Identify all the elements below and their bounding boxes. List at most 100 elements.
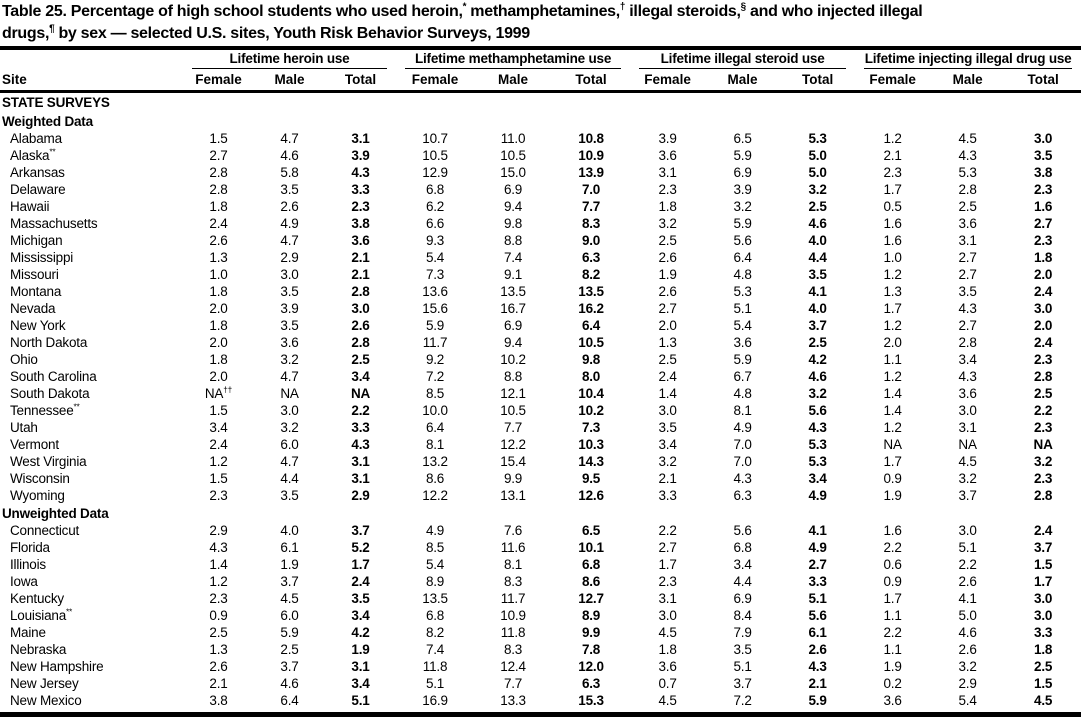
female-value: 1.2 [883,419,902,435]
female-value: 3.0 [658,402,677,418]
male-value: 3.6 [958,385,977,401]
male-value: 5.0 [958,608,977,624]
table-row: Arkansas 2.8 5.8 4.3 12.9 15.0 13.9 3.1 6.9 5.0 2.… [0,164,1081,181]
female-value: 1.4 [883,385,902,401]
female-value: 1.0 [883,249,902,265]
female-value: 3.6 [883,693,902,709]
male-value: 5.6 [733,523,752,539]
table-row: Nebraska 1.3 2.5 1.9 7.4 8.3 7.8 1.8 3.5 2.6 1.1 2.… [0,642,1081,659]
table-row: Iowa 1.2 3.7 2.4 8.9 8.3 8.6 2.3 4.4 3.3 0.9 2.6 1.7 [0,574,1081,591]
female-value: 2.3 [209,591,228,607]
male-value: 4.9 [733,419,752,435]
table-row: New Mexico 3.8 6.4 5.1 16.9 13.3 15.3 4.5 7.2 5.9… [0,693,1081,710]
site-name: Vermont [10,436,59,452]
total-value: 10.9 [578,147,604,163]
male-column-header: Male [705,69,781,93]
female-value: 10.5 [422,147,448,163]
site-name: Massachusetts [10,215,98,231]
site-name: Missouri [10,266,59,282]
group-header-steroid: Lifetime illegal steroid use [630,51,855,69]
male-value: 2.5 [958,198,977,214]
table-row: New York 1.8 3.5 2.6 5.9 6.9 6.4 2.0 5.4 3.7 1.2 2.… [0,317,1081,334]
total-value: 2.5 [351,351,370,367]
male-value: 12.4 [500,659,526,675]
section-header-row: Unweighted Data [0,504,1081,523]
female-value: 1.7 [883,453,902,469]
total-value: 2.1 [351,249,370,265]
total-value: 2.1 [351,266,370,282]
female-value: 0.9 [883,470,902,486]
male-value: 6.9 [503,317,523,333]
male-value: 3.5 [280,181,299,197]
female-value: 1.7 [658,557,677,573]
male-value: 5.9 [733,351,752,367]
total-value: 1.6 [1034,198,1053,214]
site-name: New Hampshire [10,659,104,675]
total-value: 2.8 [1034,368,1053,384]
male-value: 3.2 [958,470,977,486]
female-value: 2.5 [658,351,677,367]
female-value: 2.1 [658,470,677,486]
site-name: Mississippi [10,249,74,265]
total-value: 1.8 [1034,642,1053,658]
male-value: 3.7 [958,487,977,503]
total-value: 4.0 [808,232,827,248]
female-value: 1.8 [658,642,677,658]
male-value: 5.9 [733,147,752,163]
table-row: South Carolina 2.0 4.7 3.4 7.2 8.8 8.0 2.4 6.7 4.… [0,368,1081,385]
total-value: 10.3 [578,436,604,452]
total-value: 2.3 [1034,351,1053,367]
table-row: Nevada 2.0 3.9 3.0 15.6 16.7 16.2 2.7 5.1 4.0 1.7 4… [0,300,1081,317]
male-value: 3.0 [958,402,977,418]
group-header-heroin: Lifetime heroin use [183,51,396,69]
group-header-methamphetamine-label: Lifetime methamphetamine use [405,51,622,69]
female-value: 3.1 [658,591,677,607]
total-value: 5.0 [808,147,827,163]
male-value: 7.7 [503,419,523,435]
male-value: 4.0 [280,523,299,539]
male-value: 4.7 [280,232,299,248]
total-value: 12.6 [578,487,604,503]
table-row: New Jersey 2.1 4.6 3.4 5.1 7.7 6.3 0.7 3.7 2.1 0.2… [0,676,1081,693]
total-value: 5.3 [808,436,827,452]
male-value: 4.3 [733,470,752,486]
male-value: NA [280,385,299,401]
total-value: 4.6 [808,368,827,384]
table-row: Louisiana** 0.9 6.0 3.4 6.8 10.9 8.9 3.0 8.4 5.6 1… [0,608,1081,625]
female-value: 6.8 [425,608,445,624]
table-row: South Dakota NA†† NA NA 8.5 12.1 10.4 1.4 4.8 3.2… [0,385,1081,402]
total-value: 8.6 [581,574,601,590]
table-row: Florida 4.3 6.1 5.2 8.5 11.6 10.1 2.7 6.8 4.9 2.2 5… [0,540,1081,557]
female-value: 0.9 [209,608,228,624]
male-value: 8.1 [503,557,523,573]
male-value: 7.4 [503,249,523,265]
table-row: Utah 3.4 3.2 3.3 6.4 7.7 7.3 3.5 4.9 4.3 1.2 3.1 2.3 [0,419,1081,436]
total-value: 7.3 [581,419,601,435]
total-column-header: Total [780,69,856,93]
total-value: 9.5 [581,470,601,486]
male-value: 9.9 [503,470,523,486]
male-value: 4.7 [280,368,299,384]
female-value: 1.8 [658,198,677,214]
female-value: 6.6 [425,215,445,231]
female-value: 1.6 [883,523,902,539]
female-value: 1.7 [883,591,902,607]
total-value: 10.1 [578,540,604,556]
table-header: Site Lifetime heroin use Lifetime metham… [0,51,1081,93]
female-value: 2.7 [658,540,677,556]
male-value: 2.2 [958,557,977,573]
male-value: 5.4 [958,693,977,709]
site-name: Alaska** [10,147,56,163]
total-value: 6.8 [581,557,601,573]
female-value: 13.6 [422,283,448,299]
female-value: 4.5 [658,625,677,641]
female-value: 5.9 [425,317,445,333]
total-column-header: Total [325,69,397,93]
female-value: 3.5 [658,419,677,435]
section-header-row: Weighted Data [0,112,1081,131]
female-value: 1.8 [209,283,228,299]
male-value: 6.4 [733,249,752,265]
female-value: 8.6 [425,470,445,486]
total-value: 2.3 [351,198,370,214]
male-value: 9.4 [503,334,523,350]
